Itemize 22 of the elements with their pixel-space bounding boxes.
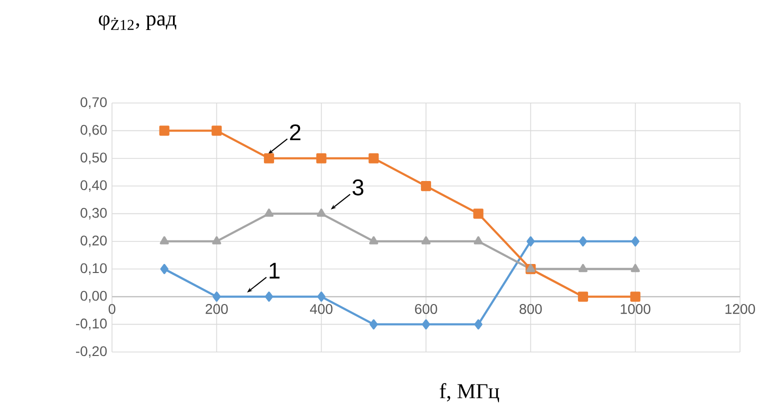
- y-tick-label: 0,00: [80, 290, 107, 302]
- annotation: 1: [270, 262, 280, 278]
- y-tick-label: 0,60: [80, 124, 107, 136]
- y-axis-title: φ$_{Ż12}$, рад: [98, 15, 176, 30]
- x-tick-label: 800: [520, 304, 542, 314]
- y-tick-label: -0,10: [76, 318, 107, 330]
- x-tick-label: 1000: [620, 304, 650, 314]
- x-tick-label: 200: [206, 304, 228, 314]
- annotation: 3: [352, 179, 364, 196]
- x-tick-label: 600: [415, 304, 438, 314]
- y-tick-label: 0,10: [80, 263, 107, 275]
- y-tick-label: 0,30: [80, 208, 107, 220]
- x-tick-label: 400: [310, 304, 332, 314]
- y-tick-label: 0,20: [80, 236, 107, 248]
- y-tick-label: 0,40: [80, 180, 107, 192]
- y-tick-label: 0,50: [80, 152, 107, 164]
- y-tick-label: 0,70: [80, 97, 107, 109]
- x-tick-label: 0: [108, 304, 116, 314]
- x-tick-label: 1200: [726, 304, 756, 314]
- y-tick-label: -0,20: [76, 346, 107, 358]
- annotation: 2: [290, 124, 300, 140]
- x-axis-title: f, МГц: [440, 383, 500, 402]
